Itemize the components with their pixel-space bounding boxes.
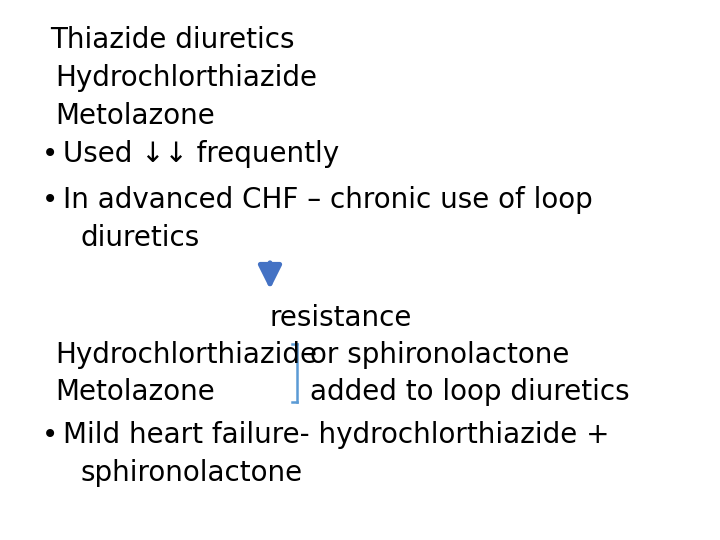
Text: •: •	[42, 186, 58, 214]
Text: diuretics: diuretics	[80, 224, 199, 252]
Text: added to loop diuretics: added to loop diuretics	[310, 378, 629, 406]
Text: Metolazone: Metolazone	[55, 378, 215, 406]
Text: Hydrochlorthiazide: Hydrochlorthiazide	[55, 341, 317, 369]
Text: In advanced CHF – chronic use of loop: In advanced CHF – chronic use of loop	[63, 186, 593, 214]
Text: Used ↓↓ frequently: Used ↓↓ frequently	[63, 140, 339, 168]
Text: Mild heart failure- hydrochlorthiazide +: Mild heart failure- hydrochlorthiazide +	[63, 421, 610, 449]
Text: or sphironolactone: or sphironolactone	[310, 341, 570, 369]
Text: sphironolactone: sphironolactone	[80, 459, 302, 487]
Text: resistance: resistance	[270, 304, 413, 332]
Text: •: •	[42, 421, 58, 449]
Text: Metolazone: Metolazone	[55, 102, 215, 130]
Text: Hydrochlorthiazide: Hydrochlorthiazide	[55, 64, 317, 92]
Text: Thiazide diuretics: Thiazide diuretics	[50, 26, 294, 54]
Text: •: •	[42, 140, 58, 168]
